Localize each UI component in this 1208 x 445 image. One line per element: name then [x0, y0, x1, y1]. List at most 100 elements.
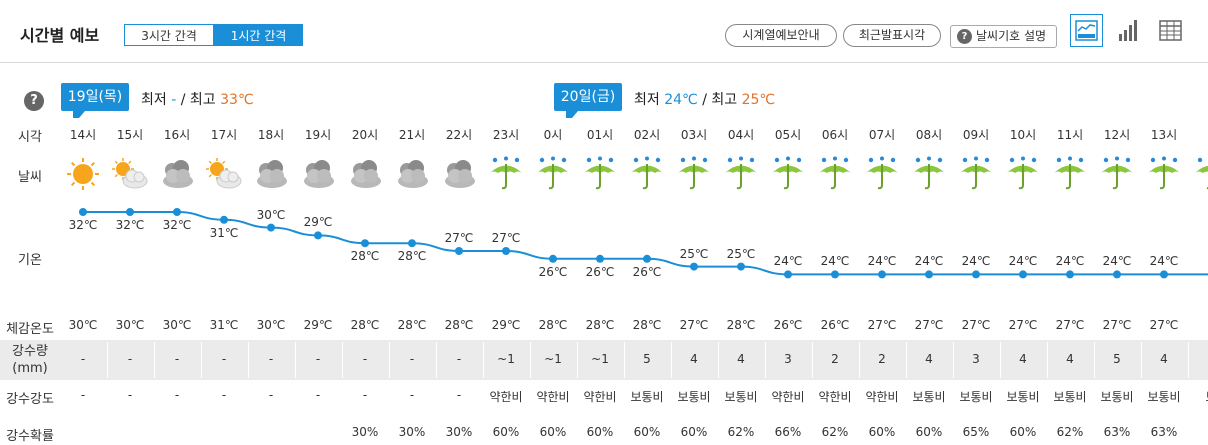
precip-amount-value: 4 — [1066, 352, 1074, 366]
temperature-label: 31℃ — [209, 225, 239, 240]
amount-label: 강수량 — [12, 344, 48, 359]
precip-amount-value: 2 — [878, 352, 886, 366]
sunny-icon — [63, 156, 103, 192]
page-title: 시간별 예보 — [20, 26, 100, 45]
row-label-probability: 강수확률 — [6, 429, 54, 444]
precip-intensity-value: - — [221, 388, 227, 402]
precip-amount-value: 4 — [1019, 352, 1027, 366]
partly-cloudy-icon — [204, 156, 244, 192]
rain-umbrella-icon — [627, 156, 667, 192]
rain-umbrella-icon — [580, 156, 620, 192]
precip-probability-value: 60% — [915, 425, 943, 439]
temperature-point — [549, 254, 557, 263]
amount-unit: (mm) — [12, 361, 48, 376]
hour-label: 02시 — [633, 128, 661, 142]
precip-amount-value: 4 — [690, 352, 698, 366]
column-separator — [624, 342, 625, 378]
rain-umbrella-icon — [1003, 156, 1043, 192]
precip-amount-value: 3 — [784, 352, 792, 366]
precip-intensity-value: 약한비 — [818, 390, 852, 404]
temperature-point — [878, 270, 886, 279]
precip-amount-value: ~1 — [591, 352, 609, 366]
feel-temp-value: 28℃ — [397, 318, 427, 332]
feel-temp-value: 28℃ — [538, 318, 568, 332]
precip-intensity-value: 보통비 — [1053, 390, 1087, 404]
temperature-label: 27℃ — [491, 231, 521, 245]
precip-intensity-value: - — [315, 388, 321, 402]
column-separator — [1094, 342, 1095, 378]
temperature-label: 24℃ — [1149, 254, 1179, 269]
temperature-label: 28℃ — [350, 249, 380, 264]
column-separator — [906, 342, 907, 378]
table-view-button[interactable] — [1155, 14, 1188, 47]
precip-intensity-value: 약한비 — [489, 390, 523, 404]
precip-probability-value: 30% — [351, 425, 379, 439]
temperature-label: 24℃ — [1008, 254, 1038, 269]
feel-temp-value: 30℃ — [68, 318, 98, 332]
hour-label: 16시 — [163, 128, 191, 142]
column-separator — [1188, 342, 1189, 378]
column-separator — [953, 342, 954, 378]
precip-probability-value: 30% — [445, 425, 473, 439]
tab-1-hour-interval[interactable]: 1시간 간격 — [214, 24, 303, 46]
max-temp: 25℃ — [741, 92, 776, 108]
feel-temp-value: 29℃ — [491, 318, 521, 332]
precip-intensity-value: - — [456, 388, 462, 402]
hour-label: 12시 — [1103, 128, 1131, 142]
forecast-guide-button[interactable]: 시계열예보안내 — [725, 24, 837, 47]
weather-symbol-guide-button[interactable]: ? 날씨기호 설명 — [950, 25, 1057, 48]
help-icon[interactable]: ? — [24, 91, 44, 111]
temperature-point — [925, 270, 933, 279]
question-icon: ? — [957, 29, 972, 44]
row-label-intensity: 강수강도 — [6, 392, 54, 407]
temperature-point — [1113, 270, 1121, 279]
precip-intensity-value: - — [409, 388, 415, 402]
max-label: 최고 — [189, 92, 216, 108]
precip-probability-value: 63% — [1103, 425, 1131, 439]
bar-view-button[interactable] — [1113, 14, 1146, 47]
precip-amount-value: 4 — [737, 352, 745, 366]
precip-intensity-value: 보 — [1188, 388, 1208, 405]
precip-amount-value: - — [221, 352, 227, 366]
min-label: 최저 — [141, 92, 167, 108]
column-separator — [577, 342, 578, 378]
temperature-label: 24℃ — [867, 254, 897, 269]
chart-view-button[interactable] — [1070, 14, 1103, 47]
precip-intensity-value: 보통비 — [724, 390, 758, 404]
column-separator — [1000, 342, 1001, 378]
precip-amount-value: - — [268, 352, 274, 366]
temperature-point — [1019, 270, 1027, 279]
precip-amount-value: - — [80, 352, 86, 366]
column-separator — [765, 342, 766, 378]
row-label-feel: 체감온도 — [6, 322, 54, 337]
tab-3-hour-interval[interactable]: 3시간 간격 — [124, 24, 214, 46]
precip-amount-value: - — [456, 352, 462, 366]
min-label: 최저 — [634, 92, 660, 108]
temperature-point — [502, 247, 510, 255]
feel-temp-value: 27℃ — [914, 318, 944, 332]
rain-umbrella-icon — [486, 156, 526, 192]
rain-umbrella-icon — [721, 156, 761, 192]
temperature-point — [314, 231, 322, 240]
temperature-label: 24℃ — [820, 254, 850, 269]
hour-label: 04시 — [727, 128, 755, 142]
hour-label: 17시 — [210, 128, 238, 142]
precip-intensity-value: 보통비 — [1147, 390, 1181, 404]
temperature-label: 24℃ — [773, 254, 803, 269]
precip-probability-value: 60% — [680, 425, 708, 439]
precip-probability-value: 60% — [586, 425, 614, 439]
column-separator — [389, 342, 390, 378]
temperature-label: 26℃ — [538, 264, 568, 279]
temperature-label: 28℃ — [397, 249, 427, 264]
temperature-label: 32℃ — [115, 218, 145, 232]
precip-intensity-value: 보통비 — [1100, 390, 1134, 404]
precip-probability-value: 60% — [1009, 425, 1037, 439]
column-separator — [483, 342, 484, 378]
column-separator — [530, 342, 531, 378]
feel-temp-value: 31℃ — [209, 318, 239, 332]
rain-umbrella-icon — [862, 156, 902, 192]
rain-umbrella-icon — [1097, 156, 1137, 192]
latest-release-button[interactable]: 최근발표시각 — [843, 24, 941, 47]
cloudy-icon — [439, 156, 479, 192]
feel-temp-value: 26℃ — [773, 318, 803, 332]
